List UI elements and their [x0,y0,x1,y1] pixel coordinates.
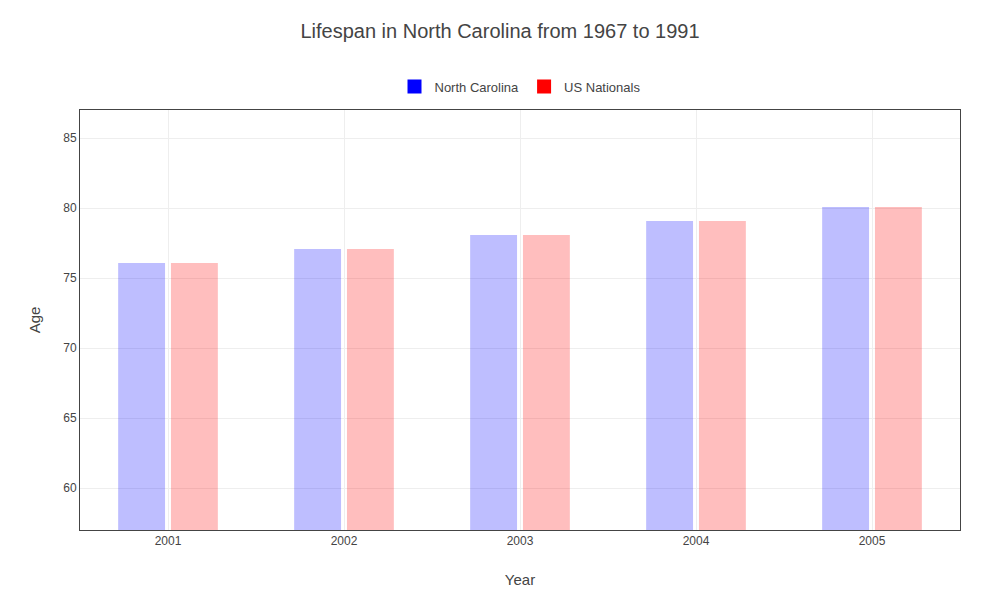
svg-text:80: 80 [63,201,77,215]
svg-text:US Nationals: US Nationals [564,80,640,95]
svg-text:Year: Year [505,571,535,588]
svg-text:2003: 2003 [507,534,534,548]
svg-text:85: 85 [63,131,77,145]
svg-text:2004: 2004 [683,534,710,548]
svg-text:65: 65 [63,411,77,425]
svg-text:2001: 2001 [155,534,182,548]
svg-text:2005: 2005 [859,534,886,548]
svg-text:75: 75 [63,271,77,285]
svg-text:2002: 2002 [331,534,358,548]
svg-text:Age: Age [26,307,43,334]
svg-text:North Carolina: North Carolina [435,80,520,95]
svg-text:60: 60 [63,481,77,495]
svg-text:Lifespan in North Carolina fro: Lifespan in North Carolina from 1967 to … [300,20,699,42]
svg-text:70: 70 [63,341,77,355]
